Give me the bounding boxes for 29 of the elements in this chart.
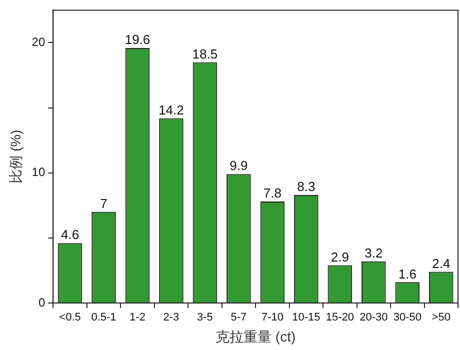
- x-tick-label: 10-15: [292, 312, 320, 324]
- data-label: 19.6: [124, 32, 150, 48]
- x-tick-label: 3-5: [197, 312, 213, 324]
- y-axis-title: 比例 (%): [7, 130, 24, 184]
- y-tick-label: 0: [38, 295, 46, 310]
- data-label: 9.9: [230, 158, 248, 174]
- x-axis-title: 克拉重量 (ct): [216, 328, 296, 344]
- data-label: 8.3: [297, 179, 316, 194]
- data-label: 7: [100, 196, 108, 211]
- x-tick-label: 15-20: [326, 312, 354, 324]
- data-label: 14.2: [158, 102, 184, 118]
- x-tick-label: 1-2: [130, 312, 146, 324]
- x-tick-label: 2-3: [163, 312, 180, 324]
- x-tick-label: 20-30: [360, 312, 388, 324]
- data-label: 2.4: [432, 256, 450, 271]
- x-tick-label: 0.5-1: [91, 312, 116, 324]
- data-label: 2.9: [330, 249, 349, 264]
- x-tick-label: 5-7: [230, 312, 247, 324]
- x-tick-label: 30-50: [393, 312, 422, 324]
- data-label: 3.2: [364, 245, 383, 260]
- data-label: 1.6: [398, 266, 416, 282]
- x-tick-label: >50: [432, 312, 450, 324]
- data-label: 7.8: [263, 186, 282, 201]
- y-tick-label: 20: [32, 35, 46, 50]
- data-label: 18.5: [192, 46, 218, 62]
- y-tick-label: 10: [32, 165, 46, 180]
- data-label: 4.6: [60, 227, 80, 242]
- x-tick-label: <0.5: [59, 312, 81, 324]
- x-tick-label: 7-10: [261, 312, 284, 324]
